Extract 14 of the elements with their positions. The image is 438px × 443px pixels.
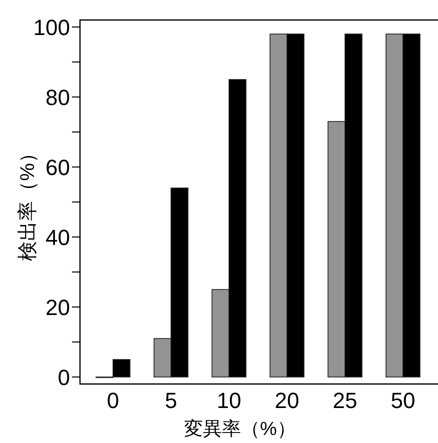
x-axis-title: 変異率（%） [184,418,296,440]
y-tick-label: 0 [58,365,70,390]
y-axis-title: 検出率（%） [17,143,39,261]
x-tick-label: 10 [216,388,242,413]
y-tick-label: 40 [46,225,70,250]
x-tick-label: 20 [274,388,300,413]
y-tick-label: 20 [46,295,70,320]
y-tick-label: 60 [46,155,70,180]
x-tick-label: 5 [164,388,178,413]
x-tick-label: 0 [106,388,120,413]
x-tick-label: 25 [332,388,358,413]
x-tick-label: 50 [390,388,416,413]
y-tick-label: 100 [33,15,70,40]
y-tick-label: 80 [46,85,70,110]
